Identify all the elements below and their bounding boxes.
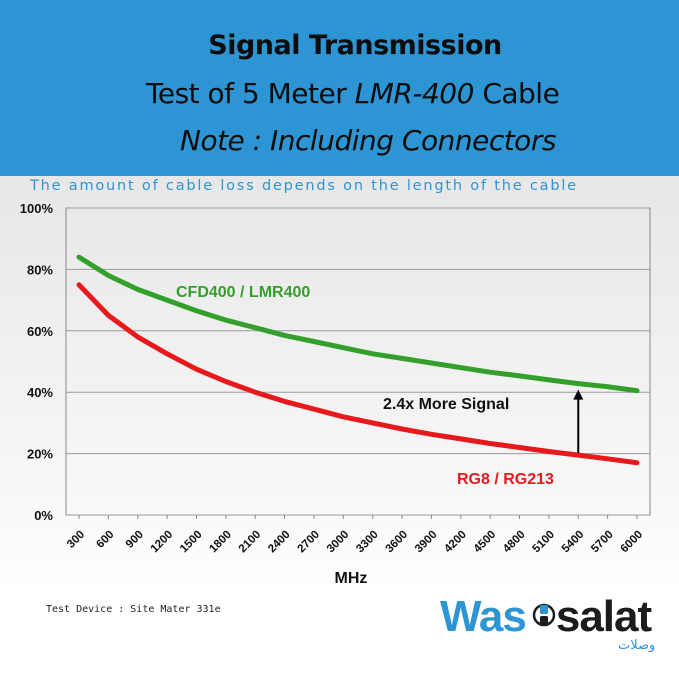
x-tick-label: 6000: [619, 529, 646, 556]
x-tick-label: 5400: [560, 529, 587, 556]
x-tick-label: 2700: [295, 529, 322, 556]
x-tick-label: 2100: [237, 529, 264, 556]
y-tick-label: 40%: [27, 385, 53, 400]
x-tick-label: 4500: [472, 529, 499, 556]
page-subtitle-line1: Test of 5 Meter LMR-400 Cable: [146, 77, 560, 110]
subtitle-prefix: Test of 5 Meter: [146, 77, 355, 110]
x-tick-label: 3300: [354, 529, 381, 556]
x-tick-label: 300: [65, 529, 87, 551]
annotation-label: 2.4x More Signal: [383, 396, 509, 413]
x-tick-label: 4800: [501, 529, 528, 556]
x-tick-label: 5700: [589, 529, 616, 556]
subtitle-cable-name: LMR-400: [354, 77, 475, 110]
plot-frame: [65, 207, 651, 516]
chart-grid: [65, 207, 651, 519]
series-label-1: RG8 / RG213: [457, 471, 554, 488]
page-subtitle-line2: Note : Including Connectors: [180, 124, 556, 157]
chart-series: CFD400 / LMR400 RG8 / RG213: [76, 254, 640, 488]
subtitle-suffix: Cable: [473, 77, 560, 110]
x-tick-label: 1500: [178, 529, 205, 556]
x-tick-label: 4200: [442, 529, 469, 556]
test-device-note: Test Device : Site Mater 331e: [46, 604, 221, 615]
y-tick-label: 60%: [27, 324, 53, 339]
x-axis-labels: 300 600 900 1200 1500 1800 2100 2400 2700 3000 330…: [65, 529, 645, 556]
series-line-0: [76, 254, 640, 394]
logo-text-part2: salat: [555, 592, 652, 641]
header-banner: Signal Transmission Test of 5 Meter LMR-…: [0, 0, 679, 176]
x-axis-title: MHz: [335, 570, 368, 587]
x-tick-label: 3900: [413, 529, 440, 556]
x-tick-label: 3000: [325, 529, 352, 556]
y-tick-label: 20%: [27, 447, 53, 462]
brand-logo: Was salat وصلات: [440, 590, 670, 660]
page-title: Signal Transmission: [208, 30, 502, 61]
x-tick-label: 1800: [207, 529, 234, 556]
x-tick-label: 1200: [149, 529, 176, 556]
x-tick-label: 5100: [530, 529, 557, 556]
y-tick-label: 80%: [27, 262, 53, 277]
series-line-1: [76, 282, 640, 466]
y-tick-label: 0%: [34, 508, 53, 523]
logo-arabic-text: وصلات: [618, 638, 656, 653]
x-tick-label: 3600: [384, 529, 411, 556]
chart-annotations: 2.4x More Signal: [383, 389, 584, 454]
x-tick-label: 900: [124, 529, 146, 551]
x-tick-label: 2400: [266, 529, 293, 556]
annotation-arrow-head: [573, 389, 584, 400]
logo-wordmark: Was salat: [440, 592, 652, 642]
logo-text-part1: Was: [440, 592, 527, 641]
y-axis-labels: 0% 20% 40% 60% 80% 100%: [20, 201, 54, 523]
x-tick-label: 600: [94, 529, 116, 551]
series-label-0: CFD400 / LMR400: [176, 284, 310, 301]
chart-subtitle: The amount of cable loss depends on the …: [30, 178, 578, 194]
y-tick-label: 100%: [20, 201, 54, 216]
connector-icon: [532, 603, 556, 627]
